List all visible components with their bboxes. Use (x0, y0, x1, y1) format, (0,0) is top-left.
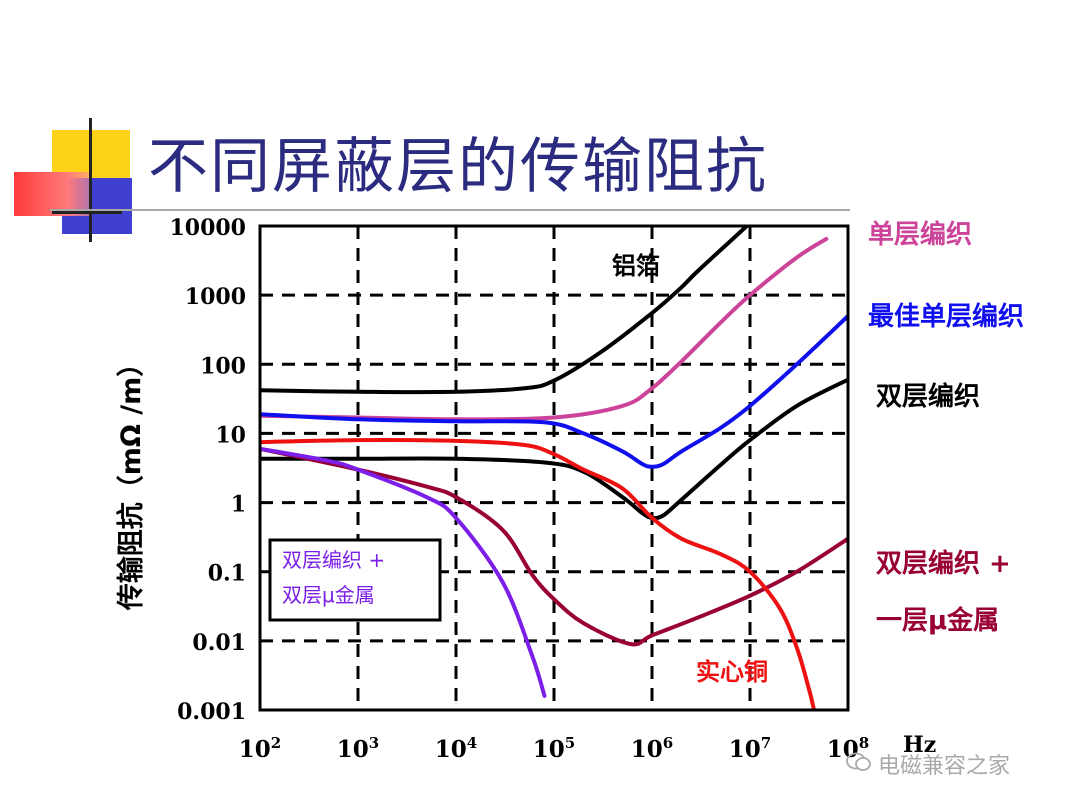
label-double-double-line2: 双层μ金属 (282, 583, 375, 607)
x-tick-label: 107 (729, 734, 771, 763)
y-tick-label: 10 (215, 422, 246, 448)
x-tick-label: 106 (631, 734, 673, 763)
wechat-icon (846, 752, 871, 771)
y-tick-label: 10000 (169, 215, 246, 241)
y-tick-label: 0.1 (208, 561, 246, 587)
series-line-double-braid-double-mu (260, 446, 547, 698)
deco-horizontal-line (52, 211, 122, 214)
series-line-solid-copper (260, 438, 816, 710)
series-line-best-single-braid (260, 314, 848, 469)
deco-vertical-line (89, 118, 92, 242)
inset-legend-box (268, 538, 442, 622)
watermark-text: 电磁兼容之家 (878, 754, 1011, 779)
label-double-double-line1: 双层编织 + (282, 548, 385, 572)
y-tick-label: 100 (200, 353, 246, 379)
title-underline (50, 209, 850, 211)
y-axis-label: 传输阻抗（mΩ /m） (115, 350, 147, 611)
y-tick-label: 0.001 (177, 699, 246, 725)
label-double-braid-mu-line2: 一层μ金属 (876, 606, 1000, 636)
curves (260, 226, 848, 710)
x-tick-label: 104 (435, 734, 477, 763)
series-line-al-foil (260, 226, 750, 395)
x-tick-label: 102 (239, 734, 281, 763)
x-tick-labels: 102 103 104 105 106 107 108 (239, 734, 869, 763)
y-tick-label: 1000 (185, 284, 246, 310)
deco-red-square (14, 172, 90, 216)
page-title: 不同屏蔽层的传输阻抗 (148, 132, 768, 202)
y-tick-labels: 10000 1000 100 10 1 0.1 0.01 0.001 (169, 215, 246, 725)
series-line-double-braid-mu (260, 446, 848, 647)
plot-frame (258, 224, 850, 712)
label-double-braid-mu-line1: 双层编织 + (876, 549, 1011, 579)
x-tick-label: 105 (533, 734, 575, 763)
x-tick-label: 108 (827, 734, 869, 763)
label-al-foil: 铝箔 (612, 252, 660, 280)
label-single-braid: 单层编织 (868, 220, 973, 250)
series-line-double-braid (260, 377, 848, 521)
x-axis-label: Hz (903, 732, 936, 758)
y-tick-label: 1 (231, 492, 246, 518)
y-tick-label: 0.01 (192, 630, 246, 656)
label-solid-copper: 实心铜 (696, 658, 768, 686)
label-best-single-braid: 最佳单层编织 (868, 302, 1025, 332)
label-double-braid: 双层编织 (876, 382, 981, 412)
x-tick-label: 103 (337, 734, 379, 763)
